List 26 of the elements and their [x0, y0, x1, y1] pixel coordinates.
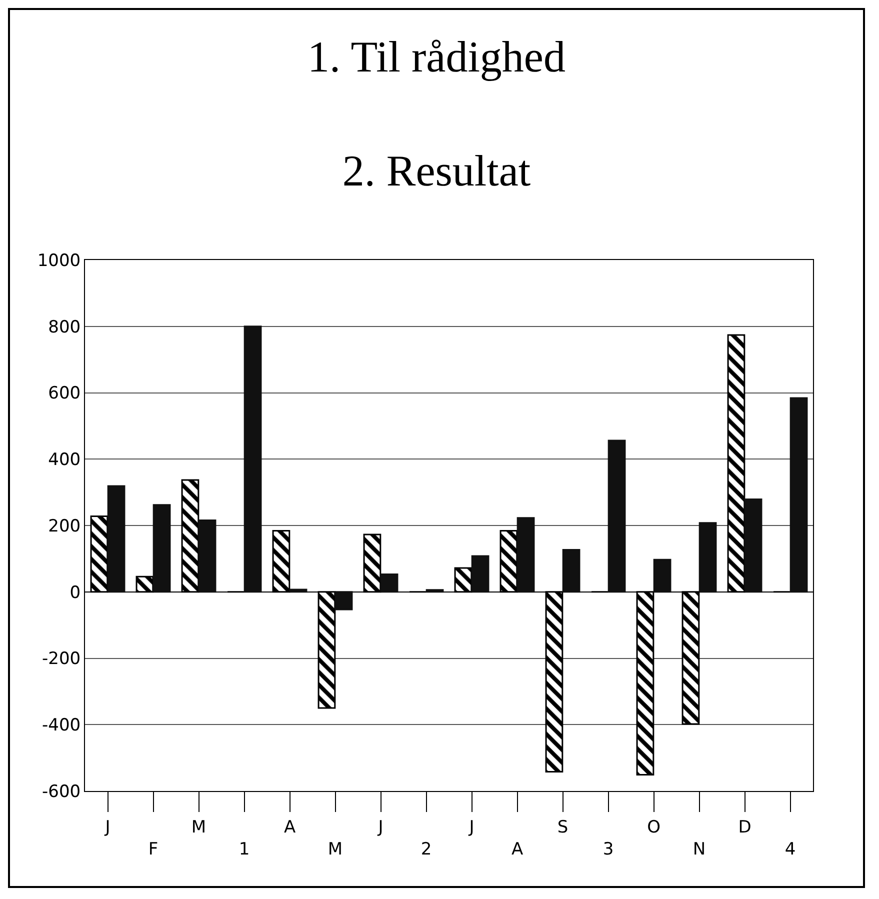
y-tick-label: 600: [48, 384, 81, 404]
x-tick-label: M: [191, 817, 206, 838]
x-tick-label: O: [647, 817, 660, 838]
y-tick-label: -400: [42, 716, 81, 736]
x-tick-label: 3: [602, 840, 614, 860]
x-tick-label: 2: [420, 840, 432, 860]
x-tick-label: J: [468, 817, 474, 838]
x-tick-label: N: [692, 840, 706, 860]
y-tick-label: 400: [48, 450, 81, 470]
x-tick-label: J: [377, 817, 384, 838]
y-tick-label: 0: [70, 582, 81, 603]
y-tick-label: -200: [42, 649, 81, 670]
x-tick-label: A: [511, 840, 524, 860]
y-tick-label: 800: [48, 317, 81, 338]
x-tick-label: F: [148, 840, 158, 860]
x-tick-label: 4: [784, 840, 796, 860]
x-tick-label: S: [557, 817, 568, 838]
x-tick-label: D: [738, 817, 752, 838]
x-tick-label: A: [284, 817, 296, 838]
x-tick-label: M: [328, 840, 343, 860]
x-tick-label: 1: [238, 840, 250, 860]
chart-title: 1. Til rådighed 2. Resultat: [308, 32, 566, 196]
x-tick-label: J: [104, 817, 110, 838]
y-tick-label: 200: [48, 516, 81, 536]
y-tick-label: -600: [42, 782, 81, 802]
y-tick-label: 1000: [37, 250, 81, 271]
